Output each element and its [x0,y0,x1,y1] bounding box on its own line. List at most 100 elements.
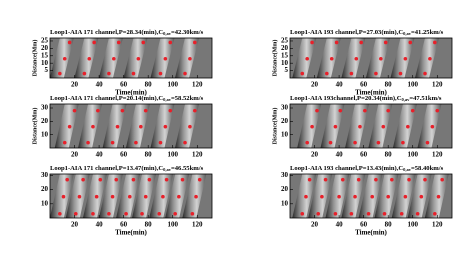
y-tick-label: 10 [41,59,49,67]
stripe [54,104,79,148]
y-tick-label: 10 [41,199,49,207]
point [168,40,173,45]
title-main: Loop1-AIA 171 channel,P=28.34(min),C [50,29,163,36]
point [316,211,321,216]
y-tick-label: 20 [281,185,289,193]
point [435,108,440,113]
point [114,177,119,182]
point [197,177,202,182]
point [58,211,62,216]
point [193,108,197,113]
point [353,194,357,199]
stripe [74,38,99,78]
point [323,177,328,182]
point [410,108,415,113]
x-tick-label: 80 [385,151,393,159]
stripe [150,38,175,78]
x-tick-label: 60 [120,151,128,159]
x-tick-label: 80 [145,81,153,89]
point [107,71,111,76]
x-tick-label: 40 [336,221,344,229]
stripe [292,174,317,218]
panel-title: Loop1-AIA 171 channel,P=28.34(min),C0,av… [50,29,204,37]
x-tick-label: 60 [360,81,368,89]
point [407,177,411,182]
point [403,56,408,61]
point [143,108,148,113]
point [433,211,437,216]
stripe [78,104,103,148]
point [320,194,324,199]
y-tick-label: 5 [285,66,289,74]
point [116,40,121,45]
point [193,40,197,45]
y-axis-label: Distance(Mm) [271,108,278,145]
point [194,194,198,199]
x-axis-label: Time(min) [355,89,387,97]
x-tick-label: 40 [96,221,104,229]
point [143,194,148,199]
point [315,108,319,113]
stripe [125,104,150,148]
point [96,108,100,113]
point [337,194,341,199]
stripe [165,174,190,218]
point [127,194,132,199]
point [62,56,67,61]
panel-title: Loop1-AIA 171 channel,P=13.47(min),C0,av… [50,165,204,173]
point [177,194,181,199]
x-tick-label: 20 [71,81,79,89]
title-end: =47.51km/s [409,95,442,102]
point [433,40,437,45]
point [305,140,309,145]
point [374,71,378,76]
y-tick-label: 20 [41,185,49,193]
x-axis-label: Time(min) [115,89,147,97]
stripe [149,174,174,218]
point [419,194,424,199]
point [163,56,168,61]
title-sub: 0,av [163,167,172,172]
stripe [175,104,199,148]
point [408,40,413,45]
y-tick-label: 10 [281,130,289,138]
point [300,211,305,216]
y-axis-label: Distance(Mm) [271,40,278,77]
x-axis-label: Time(min) [115,229,147,237]
stripe [341,38,366,78]
point [333,211,338,216]
stripe [132,174,157,218]
x-tick-label: 20 [311,151,319,159]
point [120,108,125,113]
y-tick-label: 10 [281,59,289,67]
title-end: =41.25km/s [411,29,444,36]
point [307,177,312,182]
point [73,211,78,216]
y-tick-label: 10 [41,130,49,138]
y-tick-label: 15 [41,51,49,59]
point [430,124,435,129]
panel-title: Loop1-AIA 193 channel,P=27.03(min),C0,av… [290,29,444,37]
x-tick-label: 20 [71,221,79,229]
point [406,124,410,129]
title-end: =42.30km/s [171,29,204,36]
stripe [308,174,333,218]
point [333,124,338,129]
point [390,177,394,182]
title-end: =58.40km/s [411,165,444,172]
x-tick-label: 120 [432,151,443,159]
y-tick-label: 15 [281,51,289,59]
x-tick-label: 80 [145,151,153,159]
x-tick-label: 60 [120,221,128,229]
y-tick-label: 20 [281,117,289,125]
point [87,56,92,61]
x-tick-label: 100 [167,81,178,89]
stripe [102,104,127,148]
stripe [368,104,393,148]
panel-title: Loop1-AIA 171 channel,P=20.14(min),C0,av… [50,95,204,103]
stripe [82,174,107,218]
point [107,211,111,216]
point [381,124,386,129]
point [374,177,378,182]
point [67,40,72,45]
